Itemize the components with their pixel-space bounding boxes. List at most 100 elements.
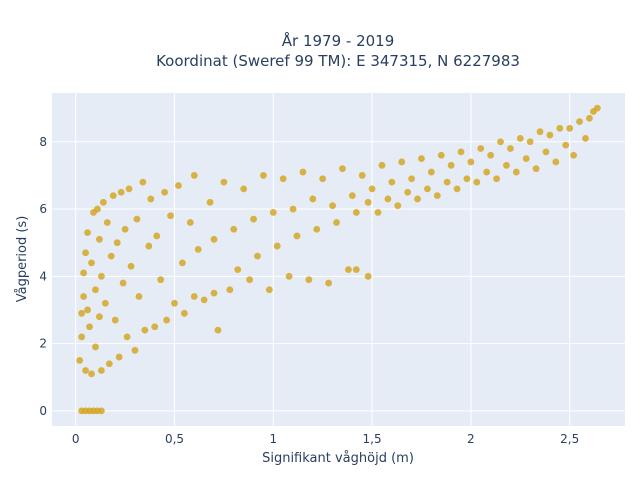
- data-point: [333, 219, 340, 226]
- data-point: [153, 232, 161, 240]
- data-point: [418, 155, 425, 162]
- y-tick-label: 6: [39, 202, 47, 216]
- data-point: [94, 205, 101, 213]
- data-point: [503, 161, 510, 169]
- data-point: [309, 195, 317, 203]
- data-point: [123, 333, 131, 341]
- data-point: [364, 272, 372, 280]
- data-point: [161, 188, 169, 196]
- data-point: [398, 158, 406, 166]
- data-point: [179, 259, 186, 267]
- data-point: [194, 246, 202, 253]
- data-point: [473, 178, 481, 186]
- data-point: [319, 175, 327, 183]
- data-point: [424, 185, 431, 193]
- data-point: [329, 202, 336, 210]
- x-tick-label: 1: [269, 432, 277, 446]
- data-point: [552, 158, 560, 166]
- data-point: [186, 219, 194, 226]
- chart-title-line-1: År 1979 - 2019: [282, 31, 395, 50]
- data-point: [180, 309, 188, 317]
- chart-title-line-2: Koordinat (Sweref 99 TM): E 347315, N 62…: [156, 52, 520, 70]
- data-point: [546, 131, 554, 139]
- data-point: [190, 172, 198, 179]
- x-tick-label: 2: [467, 432, 475, 446]
- x-tick-label: 2,5: [560, 432, 579, 446]
- data-point: [497, 138, 504, 146]
- data-point: [139, 178, 147, 186]
- data-point: [325, 279, 333, 287]
- data-point: [101, 299, 109, 307]
- data-point: [408, 175, 416, 183]
- data-point: [437, 151, 445, 159]
- data-point: [76, 357, 84, 364]
- data-point: [507, 145, 514, 152]
- data-point: [240, 185, 248, 193]
- x-tick-label: 1,5: [363, 432, 382, 446]
- data-point: [293, 232, 301, 240]
- data-point: [576, 118, 583, 125]
- scatter-points: [76, 104, 601, 415]
- data-point: [463, 175, 471, 183]
- data-point: [378, 161, 386, 169]
- data-point: [457, 148, 465, 156]
- data-point: [269, 209, 277, 216]
- data-point: [111, 316, 119, 324]
- data-point: [352, 266, 360, 273]
- data-point: [384, 195, 392, 203]
- data-point: [542, 148, 550, 156]
- data-point: [344, 266, 352, 273]
- data-point: [250, 215, 257, 223]
- x-tick-label: 0,5: [165, 432, 184, 446]
- data-point: [556, 124, 564, 132]
- data-point: [125, 185, 133, 193]
- data-point: [103, 219, 111, 226]
- data-point: [113, 239, 121, 247]
- data-point: [131, 346, 139, 354]
- data-point: [285, 272, 293, 280]
- data-point: [427, 168, 435, 176]
- axis-ticks: 0 0,5 1 1,5 2 2,5 0 2 4 6 8: [39, 135, 579, 446]
- data-point: [368, 185, 376, 193]
- grid-lines: [52, 93, 625, 426]
- data-point: [190, 293, 198, 300]
- data-point: [388, 178, 396, 186]
- data-point: [214, 326, 222, 334]
- data-point: [88, 370, 95, 378]
- data-point: [78, 309, 86, 317]
- data-point: [145, 242, 153, 250]
- data-point: [453, 185, 461, 193]
- data-point: [467, 158, 475, 166]
- data-point: [254, 252, 261, 260]
- data-point: [526, 138, 534, 146]
- data-point: [352, 209, 360, 216]
- y-tick-label: 8: [39, 135, 47, 149]
- x-axis-label: Signifikant våghöjd (m): [262, 451, 414, 466]
- data-point: [92, 343, 99, 351]
- data-point: [210, 235, 218, 243]
- data-point: [299, 168, 307, 176]
- data-point: [135, 293, 143, 300]
- y-tick-label: 0: [39, 404, 47, 418]
- data-point: [206, 198, 214, 206]
- data-point: [133, 215, 141, 223]
- data-point: [487, 151, 495, 159]
- data-point: [566, 124, 574, 132]
- data-point: [84, 229, 91, 236]
- data-point: [234, 266, 242, 273]
- data-point: [289, 205, 297, 213]
- data-point: [536, 128, 544, 136]
- data-point: [404, 188, 412, 196]
- data-point: [96, 313, 103, 321]
- data-point: [305, 276, 313, 284]
- data-point: [171, 299, 178, 307]
- data-point: [127, 262, 135, 270]
- data-point: [200, 296, 208, 304]
- data-point: [88, 259, 95, 267]
- data-point: [273, 242, 281, 250]
- data-point: [226, 286, 234, 294]
- data-point: [532, 165, 540, 173]
- data-point: [82, 367, 89, 374]
- y-axis-label: Vågperiod (s): [15, 216, 30, 303]
